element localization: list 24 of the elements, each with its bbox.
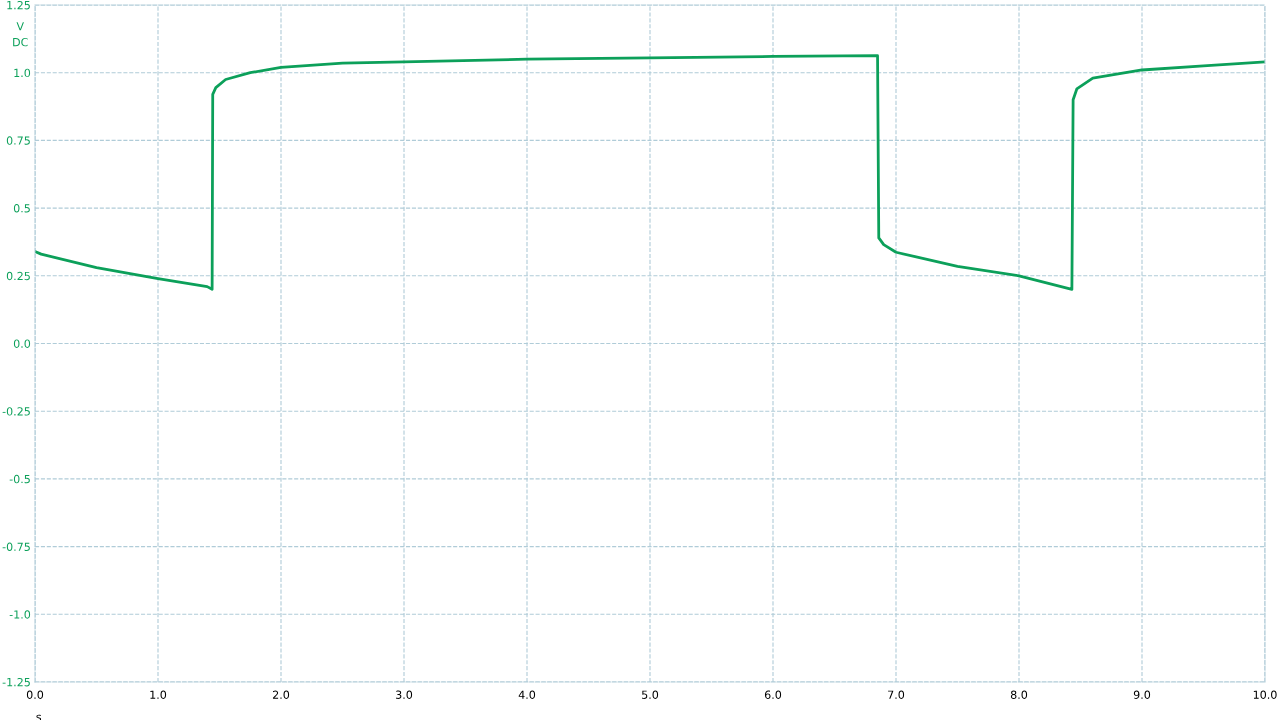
x-tick-label: 1.0 xyxy=(150,690,167,699)
y-tick-label: -1.0 xyxy=(9,610,31,619)
x-tick-label: 10.0 xyxy=(1253,690,1277,699)
x-tick-label: 4.0 xyxy=(518,690,536,699)
y-tick-label: 1.25 xyxy=(7,0,30,10)
y-tick-label: -0.75 xyxy=(2,542,30,551)
line-series xyxy=(35,54,1265,291)
x-tick-label: 6.0 xyxy=(764,690,782,699)
y-axis-title: V DC xyxy=(13,22,28,47)
x-tick-label: 2.0 xyxy=(272,690,290,699)
x-tick-label: 9.0 xyxy=(1133,690,1151,699)
y-tick-label: 1.0 xyxy=(14,68,31,78)
x-tick-label: 0.0 xyxy=(26,690,44,699)
x-tick-label: 3.0 xyxy=(396,690,413,699)
y-tick-label: -1.25 xyxy=(2,677,30,687)
y-tick-label: 0.75 xyxy=(6,136,30,145)
y-tick-label: 0.5 xyxy=(13,204,30,213)
y-tick-label: 0.25 xyxy=(6,271,30,281)
x-tick-label: 8.0 xyxy=(1010,690,1028,699)
x-tick-label: 7.0 xyxy=(888,690,905,699)
y-tick-label: 0.0 xyxy=(13,339,31,348)
y-tick-label: -0.5 xyxy=(9,474,30,484)
y-tick-label: -0.25 xyxy=(2,407,30,416)
x-tick-label: 5.0 xyxy=(642,690,659,699)
